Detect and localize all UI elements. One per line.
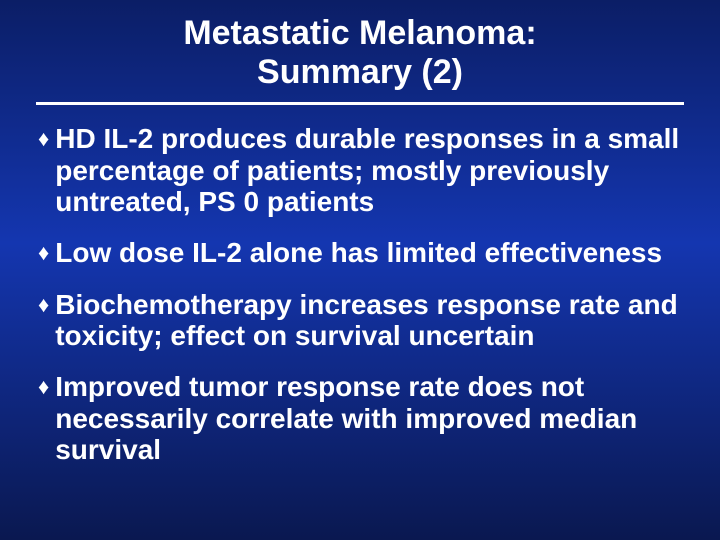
title-line-1: Metastatic Melanoma: (36, 14, 684, 53)
bullet-item: ♦ HD IL-2 produces durable responses in … (38, 123, 682, 217)
title-line-2: Summary (2) (36, 53, 684, 92)
diamond-bullet-icon: ♦ (38, 126, 49, 151)
diamond-bullet-icon: ♦ (38, 292, 49, 317)
bullet-text: Biochemotherapy increases response rate … (55, 289, 682, 352)
bullet-list: ♦ HD IL-2 produces durable responses in … (32, 123, 688, 465)
bullet-text: Improved tumor response rate does not ne… (55, 371, 682, 465)
diamond-bullet-icon: ♦ (38, 374, 49, 399)
title-block: Metastatic Melanoma: Summary (2) (36, 14, 684, 105)
bullet-text: Low dose IL-2 alone has limited effectiv… (55, 237, 662, 268)
bullet-item: ♦ Improved tumor response rate does not … (38, 371, 682, 465)
bullet-item: ♦ Low dose IL-2 alone has limited effect… (38, 237, 682, 268)
bullet-item: ♦ Biochemotherapy increases response rat… (38, 289, 682, 352)
slide: Metastatic Melanoma: Summary (2) ♦ HD IL… (0, 0, 720, 540)
bullet-text: HD IL-2 produces durable responses in a … (55, 123, 682, 217)
diamond-bullet-icon: ♦ (38, 240, 49, 265)
